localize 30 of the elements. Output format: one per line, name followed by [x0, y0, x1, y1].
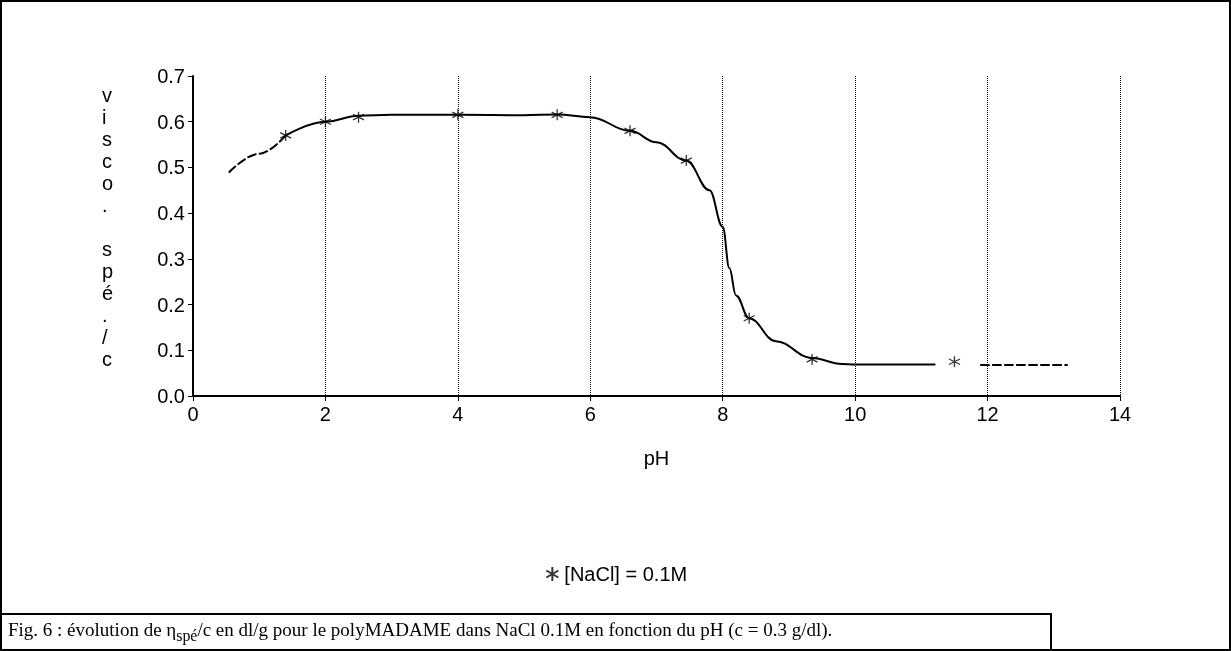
y-tick-label: 0.0	[157, 385, 185, 407]
point	[451, 108, 465, 122]
point	[279, 129, 292, 142]
y-tick-label: 0.2	[157, 293, 185, 316]
point	[352, 110, 365, 124]
point	[623, 124, 637, 138]
y-tick-label: 0.7	[157, 65, 185, 87]
point	[948, 355, 961, 368]
point	[805, 353, 819, 366]
point	[551, 108, 564, 122]
y-tick-label: 0.4	[157, 202, 185, 225]
x-tick-label: 4	[452, 403, 464, 425]
x-tick-label: 2	[319, 403, 331, 425]
x-tick-label: 6	[584, 403, 596, 425]
caption: Fig. 6 : évolution de η$_{spé}$/c en dl/g pour le polyMADAME dans NaCl 0.1M en fonction du pH (c = 0.3 g/dl).	[2, 613, 1052, 649]
x-tick-label: 10	[844, 403, 867, 425]
x-tick-label: 0	[187, 403, 199, 425]
x-tick-label: 12	[976, 403, 999, 425]
point	[743, 312, 756, 325]
y-tick-label: 0.6	[157, 110, 185, 133]
x-tick-label: 8	[717, 403, 729, 425]
legend-label: [NaCl] = 0.1M	[564, 563, 688, 585]
x-axis-title: pH	[643, 447, 670, 469]
point	[680, 154, 693, 167]
x-tick-label: 14	[1108, 403, 1132, 425]
y-tick-label: 0.5	[157, 156, 185, 179]
text: visco. spé./c	[102, 84, 114, 370]
y-tick-label: 0.3	[157, 247, 185, 270]
point	[319, 115, 332, 128]
y-tick-label: 0.1	[157, 339, 185, 362]
